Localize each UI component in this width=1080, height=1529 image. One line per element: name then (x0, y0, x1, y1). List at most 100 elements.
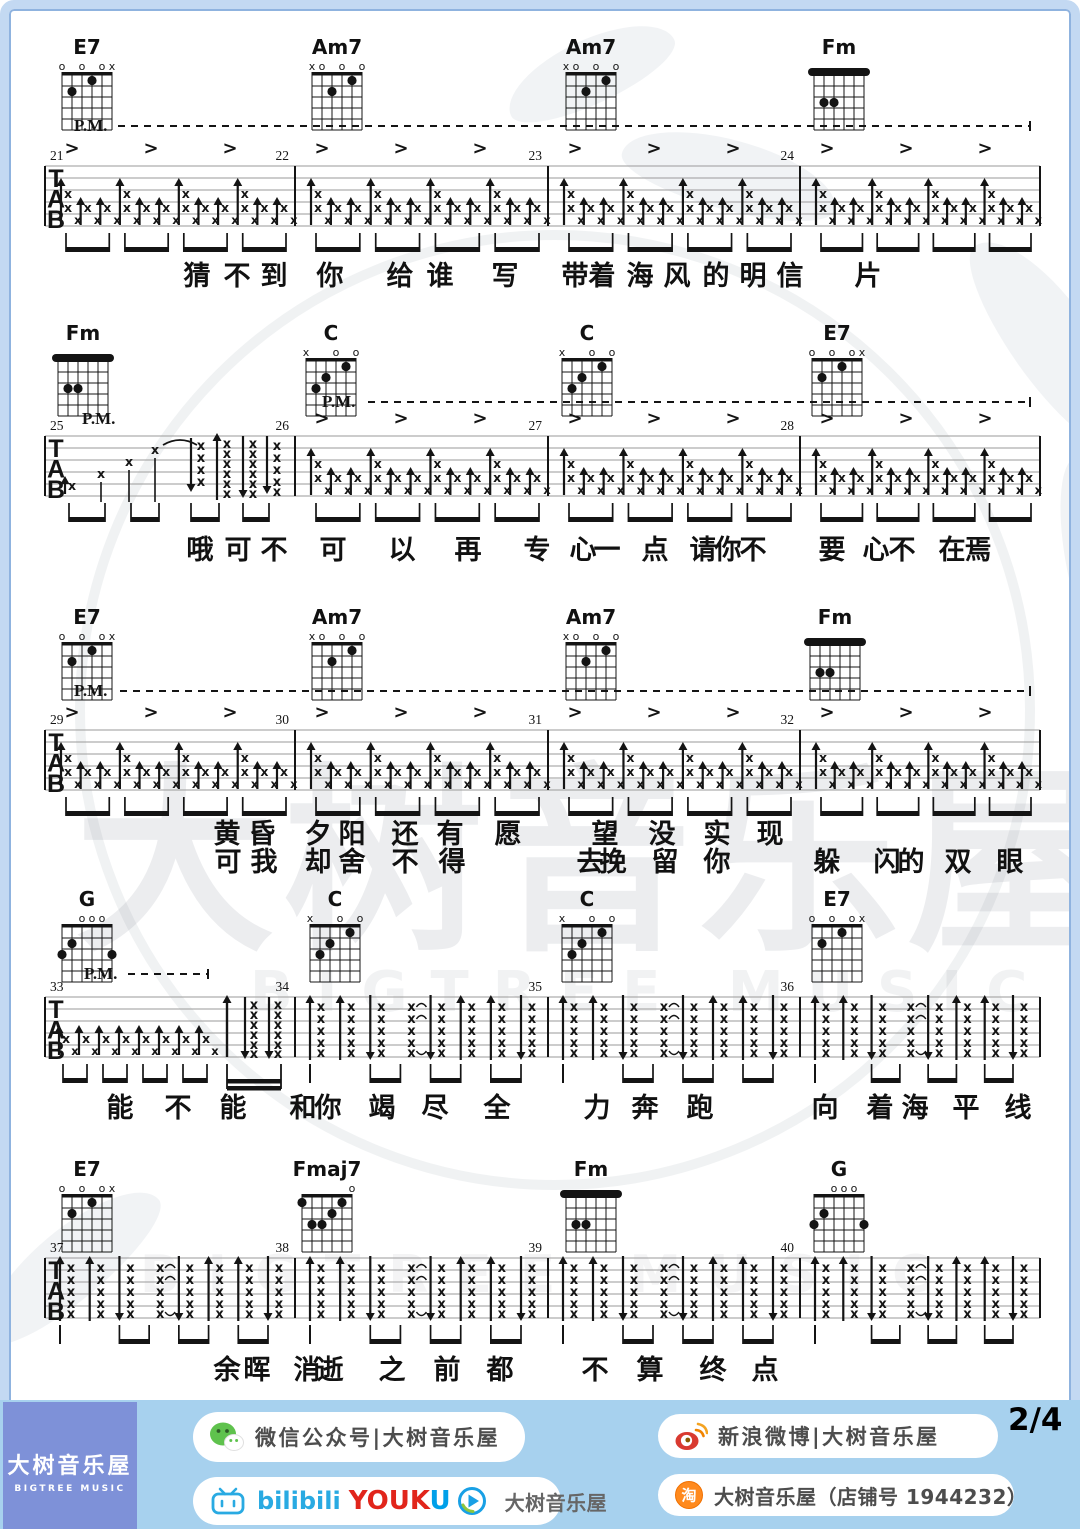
lyric-syllable: 不 (164, 1093, 192, 1124)
svg-text:>: > (819, 408, 834, 429)
svg-text:x: x (437, 1046, 446, 1061)
svg-text:>: > (472, 138, 487, 159)
lyric-syllable: 片 (854, 261, 882, 292)
svg-text:x: x (950, 764, 958, 779)
svg-text:o: o (99, 60, 106, 73)
wechat-link[interactable]: 微信公众号|大树音乐屋 (193, 1412, 525, 1462)
svg-text:x: x (785, 764, 793, 779)
svg-text:x: x (433, 186, 441, 201)
svg-text:>: > (819, 702, 834, 723)
svg-text:x: x (344, 483, 352, 497)
svg-text:x: x (523, 483, 531, 497)
svg-text:x: x (543, 777, 551, 791)
svg-text:x: x (630, 1046, 639, 1061)
svg-text:T: T (48, 996, 63, 1024)
svg-text:x: x (931, 764, 939, 779)
svg-text:x: x (274, 1038, 283, 1053)
svg-text:27: 27 (529, 418, 543, 433)
svg-text:x: x (726, 200, 734, 215)
svg-text:x: x (600, 1285, 609, 1300)
wechat-icon (209, 1421, 245, 1453)
taobao-link[interactable]: 淘 大树音乐屋（店铺号 1944232） (658, 1474, 1027, 1516)
svg-text:x: x (690, 1036, 699, 1051)
svg-text:x: x (182, 186, 190, 201)
svg-text:x: x (513, 470, 521, 485)
svg-text:x: x (630, 1000, 639, 1015)
lyric-syllable: 都 (486, 1355, 514, 1386)
svg-text:x: x (780, 1285, 789, 1300)
svg-text:x: x (498, 1036, 507, 1051)
svg-text:33: 33 (50, 979, 64, 994)
svg-text:x: x (626, 456, 634, 471)
svg-text:x: x (407, 1307, 416, 1322)
svg-text:x: x (473, 200, 481, 215)
svg-text:x: x (907, 1297, 916, 1312)
svg-text:x: x (245, 1307, 254, 1322)
svg-text:x: x (1006, 200, 1014, 215)
lyric-syllable: 余 (213, 1355, 241, 1386)
svg-text:x: x (1020, 1261, 1029, 1276)
svg-text:x: x (913, 200, 921, 215)
svg-text:x: x (528, 1046, 537, 1061)
video-channels-link[interactable]: bilibili YOUKU 大树音乐屋 (193, 1477, 607, 1525)
svg-text:x: x (528, 1307, 537, 1322)
svg-text:o: o (849, 912, 856, 925)
svg-text:x: x (660, 1000, 669, 1015)
svg-text:x: x (838, 200, 846, 215)
lyric-syllable: 跑 (686, 1093, 714, 1124)
svg-text:>: > (567, 702, 582, 723)
lyric-syllable: 焉 (964, 535, 992, 566)
svg-text:x: x (1020, 1273, 1029, 1288)
svg-text:x: x (630, 1285, 639, 1300)
svg-text:x: x (64, 186, 72, 201)
svg-text:x: x (62, 1031, 70, 1046)
wechat-label: 微信公众号|大树音乐屋 (255, 1426, 501, 1450)
svg-text:x: x (922, 213, 930, 227)
svg-text:x: x (215, 1307, 224, 1322)
svg-text:x: x (935, 1273, 944, 1288)
lyric-syllable: 平 (952, 1093, 980, 1124)
svg-text:x: x (780, 1024, 789, 1039)
svg-text:x: x (630, 1012, 639, 1027)
svg-text:x: x (407, 1024, 416, 1039)
svg-text:x: x (1016, 213, 1024, 227)
svg-text:x: x (126, 1285, 135, 1300)
svg-text:x: x (660, 1273, 669, 1288)
svg-text:x: x (273, 451, 282, 466)
lyric-syllable: 奔 (631, 1093, 659, 1124)
chord-label: G (830, 1157, 848, 1181)
svg-text:x: x (885, 213, 893, 227)
svg-text:x: x (992, 1046, 1001, 1061)
svg-text:x: x (97, 1261, 106, 1276)
chord-diagram: Am7 x o o o (552, 606, 630, 712)
svg-text:B: B (47, 770, 65, 798)
chord-label: Am7 (311, 35, 363, 59)
lyric-syllable: 海 (901, 1093, 929, 1124)
svg-text:x: x (473, 764, 481, 779)
svg-text:>: > (314, 138, 329, 159)
svg-text:x: x (567, 470, 575, 485)
svg-text:x: x (765, 200, 773, 215)
svg-text:x: x (251, 777, 259, 791)
lyric-syllable: 你 (703, 847, 731, 878)
lyric-syllable: 夕 (304, 819, 332, 850)
svg-text:x: x (528, 1000, 537, 1015)
svg-text:x: x (626, 470, 634, 485)
svg-text:29: 29 (50, 712, 64, 727)
svg-text:o: o (359, 60, 366, 73)
svg-text:x: x (666, 764, 674, 779)
svg-text:>: > (646, 408, 661, 429)
svg-text:x: x (720, 1285, 729, 1300)
svg-text:x: x (850, 1000, 859, 1015)
weibo-link[interactable]: 新浪微博|大树音乐屋 (658, 1414, 998, 1458)
svg-text:x: x (498, 1307, 507, 1322)
svg-text:x: x (935, 1261, 944, 1276)
svg-text:x: x (103, 764, 111, 779)
svg-text:>: > (898, 138, 913, 159)
svg-text:x: x (374, 470, 382, 485)
svg-text:x: x (533, 470, 541, 485)
